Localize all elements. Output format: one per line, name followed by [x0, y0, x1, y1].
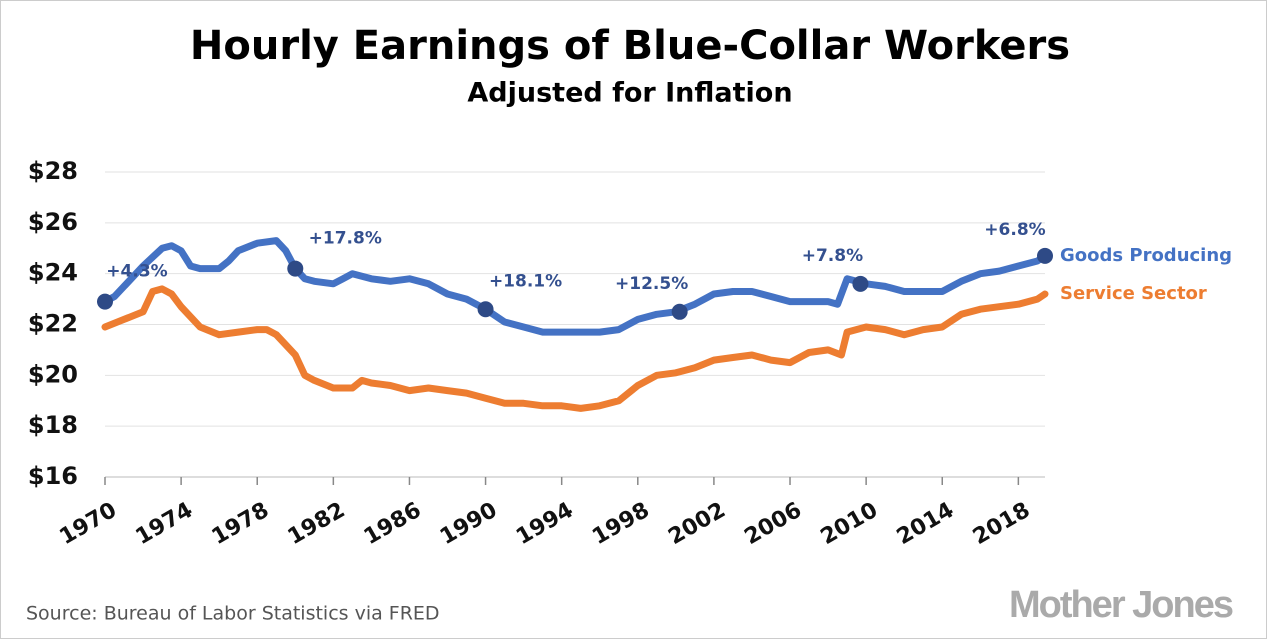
annotation-label: +7.8%: [802, 246, 863, 266]
y-tick-label: $22: [28, 310, 78, 338]
y-tick-label: $24: [28, 259, 78, 287]
annotation-dot: [1037, 247, 1053, 264]
annotation-dot: [287, 260, 304, 277]
annotation-label: +12.5%: [615, 274, 688, 294]
series-label: Goods Producing: [1060, 245, 1232, 266]
y-tick-label: $18: [28, 411, 78, 439]
y-tick-label: $28: [28, 157, 78, 185]
logo: Mother Jones: [1009, 584, 1233, 626]
annotation-dot: [97, 293, 113, 310]
chart-subtitle: Adjusted for Inflation: [467, 78, 792, 109]
annotation-dot: [671, 303, 688, 320]
annotation-dot: [852, 275, 869, 292]
series-line: [101, 285, 1049, 412]
source: Source: Bureau of Labor Statistics via F…: [26, 603, 440, 625]
series-line: [101, 237, 1049, 336]
y-tick-label: $16: [28, 462, 78, 490]
annotation-label: +17.8%: [309, 229, 382, 249]
annotation-dot: [477, 301, 494, 318]
annotation-label: +4.3%: [106, 262, 167, 282]
y-tick-label: $20: [28, 360, 78, 388]
annotation-label: +18.1%: [489, 271, 562, 291]
chart-title: Hourly Earnings of Blue-Collar Workers: [190, 23, 1070, 69]
annotation-label: +6.8%: [984, 220, 1045, 240]
y-tick-label: $26: [28, 208, 78, 236]
series-label: Service Sector: [1060, 283, 1207, 304]
